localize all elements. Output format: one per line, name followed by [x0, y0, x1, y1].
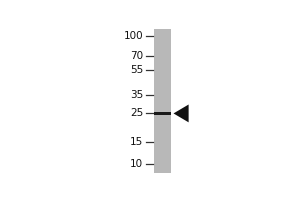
- Text: 35: 35: [130, 90, 143, 100]
- Text: 10: 10: [130, 159, 143, 169]
- Bar: [154, 112, 171, 115]
- Text: 15: 15: [130, 137, 143, 147]
- Text: 100: 100: [124, 31, 143, 41]
- Text: 25: 25: [130, 108, 143, 118]
- Polygon shape: [173, 104, 189, 122]
- Bar: [154, 29, 171, 173]
- Text: 55: 55: [130, 65, 143, 75]
- Text: 70: 70: [130, 51, 143, 61]
